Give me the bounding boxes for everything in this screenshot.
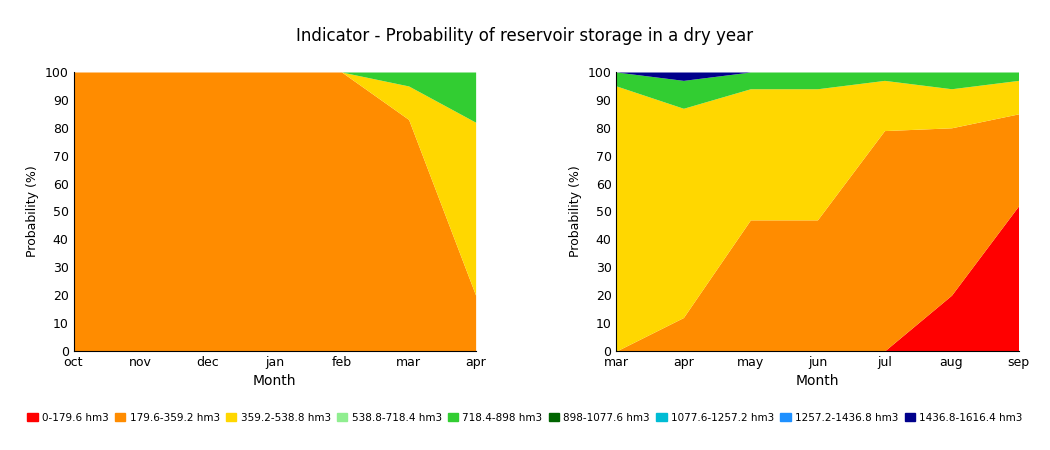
X-axis label: Month: Month — [796, 374, 839, 388]
Y-axis label: Probability (%): Probability (%) — [26, 166, 39, 257]
X-axis label: Month: Month — [253, 374, 296, 388]
Y-axis label: Probability (%): Probability (%) — [569, 166, 582, 257]
Text: Indicator - Probability of reservoir storage in a dry year: Indicator - Probability of reservoir sto… — [296, 27, 754, 45]
Legend: 0-179.6 hm3, 179.6-359.2 hm3, 359.2-538.8 hm3, 538.8-718.4 hm3, 718.4-898 hm3, 8: 0-179.6 hm3, 179.6-359.2 hm3, 359.2-538.… — [23, 409, 1027, 427]
